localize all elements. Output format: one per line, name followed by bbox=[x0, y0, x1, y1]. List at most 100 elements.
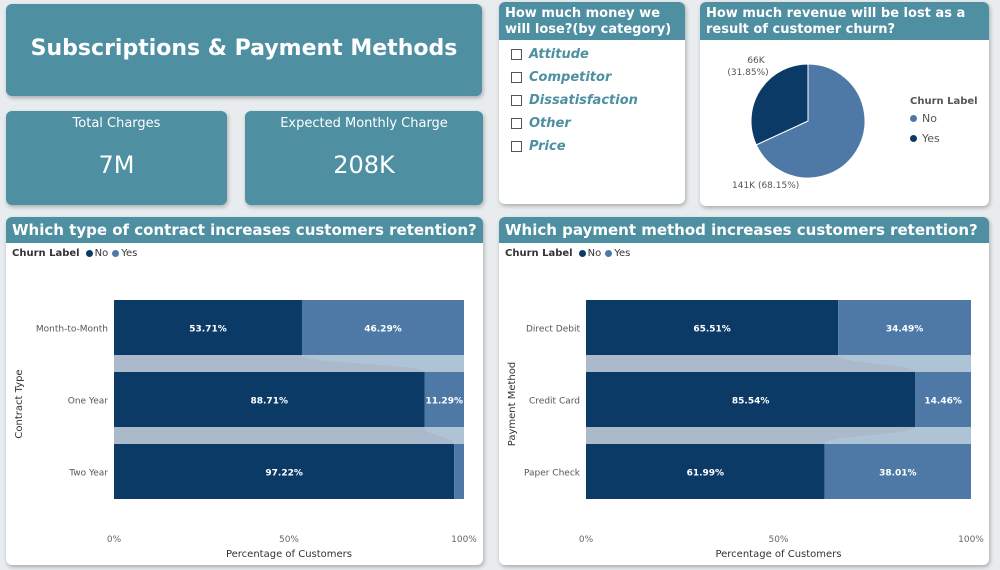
x-tick-label: 0% bbox=[107, 535, 122, 545]
checkbox[interactable] bbox=[511, 71, 522, 83]
slicer-item-label: Dissatisfaction bbox=[529, 92, 638, 108]
legend-dot-no bbox=[910, 115, 917, 122]
payment-bar-chart[interactable]: Direct Debit 65.51% 34.49% Credit Card 85.54… bbox=[499, 217, 989, 565]
payment-legend-title: Churn Label bbox=[505, 248, 573, 259]
bar-no-two-year[interactable] bbox=[114, 444, 455, 499]
payment-legend-dot-no bbox=[578, 250, 586, 257]
ribbon-no bbox=[114, 427, 455, 444]
bar-no-one-year[interactable] bbox=[114, 372, 425, 427]
ribbon-no bbox=[586, 355, 916, 372]
pie-data-label-yes-percent: (31.85%) bbox=[727, 68, 768, 78]
category-label: Direct Debit bbox=[526, 325, 580, 335]
page-title: Subscriptions & Payment Methods bbox=[30, 36, 458, 61]
contract-legend-no: No bbox=[94, 248, 109, 259]
data-label-yes: 38.01% bbox=[879, 469, 917, 479]
y-axis-title: Contract Type bbox=[14, 369, 25, 438]
bar-yes-one-year[interactable] bbox=[424, 372, 464, 427]
x-axis-title: Percentage of Customers bbox=[226, 549, 352, 560]
contract-retention-card[interactable]: Which type of contract increases custome… bbox=[6, 217, 483, 565]
bar-yes-credit-card[interactable] bbox=[915, 372, 971, 427]
ribbon-yes bbox=[424, 427, 464, 444]
legend-dot-yes bbox=[910, 135, 917, 142]
kpi-total-charges-card[interactable]: Total Charges 7M bbox=[6, 111, 227, 205]
slicer-item-label: Attitude bbox=[529, 46, 589, 62]
pie-data-label-yes-value: 66K bbox=[747, 56, 765, 66]
contract-legend: Churn Label No Yes bbox=[12, 248, 137, 259]
payment-legend-no: No bbox=[587, 248, 602, 259]
pie-legend-title: Churn Label bbox=[910, 96, 978, 107]
bar-yes-paper-check[interactable] bbox=[824, 444, 971, 499]
ribbon-yes bbox=[301, 355, 464, 372]
bar-yes-two-year[interactable] bbox=[454, 444, 464, 499]
bar-yes-direct-debit[interactable] bbox=[838, 300, 971, 355]
data-label-no: 65.51% bbox=[693, 325, 731, 335]
churn-revenue-pie-card[interactable]: How much revenue will be lost as a resul… bbox=[700, 2, 989, 206]
pie-chart[interactable]: 141K (68.15%) 66K (31.85%) bbox=[700, 40, 989, 206]
ribbon-yes bbox=[838, 355, 971, 372]
data-label-yes: 46.29% bbox=[364, 325, 402, 335]
kpi-expected-monthly-label: Expected Monthly Charge bbox=[280, 116, 448, 131]
slicer-item-other[interactable]: Other bbox=[511, 114, 571, 132]
x-tick-label: 50% bbox=[768, 535, 788, 545]
slicer-item-dissatisfaction[interactable]: Dissatisfaction bbox=[511, 91, 638, 109]
pie-legend-label-yes: Yes bbox=[922, 132, 940, 145]
pie-data-label-no: 141K (68.15%) bbox=[732, 181, 799, 191]
ribbon-yes bbox=[824, 427, 971, 444]
pie-legend-item-yes[interactable]: Yes bbox=[910, 132, 940, 145]
pie-chart-title: How much revenue will be lost as a resul… bbox=[700, 2, 989, 40]
payment-retention-card[interactable]: Which payment method increases customers… bbox=[499, 217, 989, 565]
pie-slice-yes[interactable] bbox=[750, 63, 809, 146]
slicer-title: How much money we will lose?(by category… bbox=[499, 2, 685, 40]
slicer-item-label: Other bbox=[529, 115, 571, 131]
data-label-no: 88.71% bbox=[250, 397, 288, 407]
kpi-expected-monthly-card[interactable]: Expected Monthly Charge 208K bbox=[245, 111, 483, 205]
data-label-yes: 11.29% bbox=[425, 397, 463, 407]
slicer-item-label: Competitor bbox=[529, 69, 612, 85]
checkbox[interactable] bbox=[511, 94, 522, 106]
checkbox[interactable] bbox=[511, 117, 522, 129]
contract-bar-chart[interactable]: Month-to-Month 53.71% 46.29% One Year 88.71%… bbox=[6, 217, 483, 565]
contract-legend-dot-no bbox=[85, 250, 93, 257]
payment-chart-title: Which payment method increases customers… bbox=[499, 217, 989, 243]
contract-legend-dot-yes bbox=[112, 250, 120, 257]
contract-chart-title: Which type of contract increases custome… bbox=[6, 217, 483, 243]
x-axis-title: Percentage of Customers bbox=[715, 549, 841, 560]
data-label-no: 85.54% bbox=[732, 397, 770, 407]
slicer-item-competitor[interactable]: Competitor bbox=[511, 68, 611, 86]
x-tick-label: 0% bbox=[579, 535, 594, 545]
kpi-total-charges-label: Total Charges bbox=[72, 116, 161, 131]
ribbon-no bbox=[114, 355, 425, 372]
category-label: Paper Check bbox=[524, 469, 581, 479]
category-slicer[interactable]: How much money we will lose?(by category… bbox=[499, 2, 685, 204]
bar-no-month-to-month[interactable] bbox=[114, 300, 302, 355]
bar-no-direct-debit[interactable] bbox=[586, 300, 839, 355]
category-label: Month-to-Month bbox=[36, 325, 108, 335]
pie-slice-no[interactable] bbox=[755, 63, 866, 179]
category-label: Two Year bbox=[68, 469, 108, 479]
y-axis-title: Payment Method bbox=[507, 362, 518, 446]
x-tick-label: 100% bbox=[958, 535, 984, 545]
checkbox[interactable] bbox=[511, 140, 522, 152]
checkbox[interactable] bbox=[511, 48, 522, 60]
slicer-item-attitude[interactable]: Attitude bbox=[511, 45, 589, 63]
contract-legend-yes: Yes bbox=[121, 248, 138, 259]
category-label: Credit Card bbox=[529, 397, 580, 407]
bar-no-paper-check[interactable] bbox=[586, 444, 825, 499]
payment-legend: Churn Label No Yes bbox=[505, 248, 630, 259]
data-label-no: 61.99% bbox=[687, 469, 725, 479]
category-label: One Year bbox=[68, 397, 109, 407]
data-label-no: 97.22% bbox=[265, 469, 303, 479]
title-card: Subscriptions & Payment Methods bbox=[6, 4, 482, 96]
slicer-item-label: Price bbox=[529, 138, 566, 154]
contract-legend-title: Churn Label bbox=[12, 248, 80, 259]
kpi-total-charges-value: 7M bbox=[98, 151, 135, 179]
kpi-expected-monthly-value: 208K bbox=[333, 151, 395, 179]
pie-legend-label-no: No bbox=[922, 112, 937, 125]
bar-no-credit-card[interactable] bbox=[586, 372, 916, 427]
slicer-item-price[interactable]: Price bbox=[511, 137, 566, 155]
bar-yes-month-to-month[interactable] bbox=[301, 300, 464, 355]
pie-legend-item-no[interactable]: No bbox=[910, 112, 937, 125]
data-label-yes: 34.49% bbox=[886, 325, 924, 335]
payment-legend-dot-yes bbox=[605, 250, 613, 257]
data-label-yes: 14.46% bbox=[924, 397, 962, 407]
